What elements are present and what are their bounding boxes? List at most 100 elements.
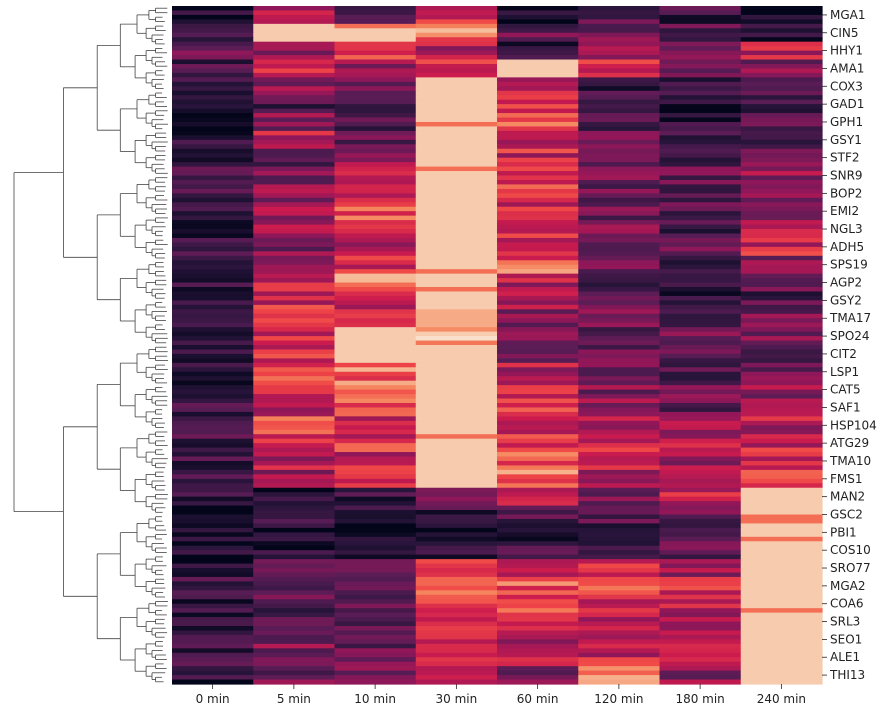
heatmap-cell [415,126,498,132]
heatmap-cell [415,661,498,667]
heatmap-cell [334,202,417,208]
heatmap-cell [415,291,498,297]
row-label: GAD1 [830,97,864,111]
heatmap-cell [415,50,498,56]
heatmap-cell [578,295,661,301]
heatmap-cell [740,679,823,685]
heatmap-cell [497,385,579,391]
heatmap-cell [497,599,579,605]
heatmap-cell [172,621,254,627]
heatmap-cell [659,617,742,623]
heatmap-cell [334,362,417,368]
heatmap-cell [497,313,579,319]
heatmap-cell [172,6,254,12]
heatmap-cell [740,224,823,230]
heatmap-cell [415,675,498,681]
row-label: LSP1 [830,365,859,379]
heatmap-cell [253,193,336,199]
heatmap-cell [415,385,498,391]
heatmap-cell [253,291,336,297]
heatmap-cell [334,255,417,261]
heatmap-cell [253,86,336,92]
heatmap-cell [253,171,336,177]
heatmap-cell [415,345,498,351]
row-label: CAT5 [830,383,861,397]
heatmap-cell [578,402,661,409]
heatmap-cell [740,318,823,324]
heatmap-cell [740,95,823,101]
heatmap-cell [578,233,661,239]
heatmap-cell [253,99,336,105]
heatmap-cell [253,550,336,556]
heatmap-cell [740,585,823,591]
heatmap-cell [172,429,254,435]
heatmap-cell [172,550,254,556]
heatmap-cell [740,215,823,221]
heatmap-cell [415,487,498,493]
heatmap-cell [415,224,498,230]
heatmap-cell [659,639,742,645]
heatmap-cell [415,532,498,538]
heatmap-cell [659,188,742,194]
heatmap-cell [415,108,498,114]
heatmap-cell [740,532,823,538]
heatmap-cell [172,648,254,654]
heatmap-cell [334,162,417,168]
heatmap-cell [334,309,417,315]
heatmap-cell [253,202,336,208]
heatmap-cell [659,425,742,431]
heatmap-cell [497,14,579,20]
heatmap-cell [415,68,498,74]
heatmap-cell [497,492,579,498]
heatmap-cell [497,612,579,618]
heatmap-cell [172,37,254,43]
heatmap-cell [415,95,498,101]
heatmap-cell [740,518,823,525]
heatmap-cell [659,130,742,136]
heatmap-cell [334,331,417,337]
heatmap-cell [334,349,417,355]
heatmap-cell [415,99,498,105]
heatmap-cell [497,121,579,128]
heatmap-cell [578,474,661,480]
heatmap-cell [334,581,417,587]
heatmap-cell [740,594,823,600]
heatmap-cell [497,434,579,440]
heatmap-cell [659,447,742,453]
heatmap-cell [497,469,579,475]
heatmap-cell [253,233,336,239]
heatmap-cell [415,559,498,565]
heatmap-cell [659,273,742,279]
heatmap-cell [415,617,498,623]
heatmap-cell [740,340,823,346]
heatmap-cell [415,86,498,92]
heatmap-cell [334,474,417,480]
heatmap-cell [334,50,417,56]
heatmap-cell [497,518,579,525]
row-label: CIT2 [830,347,857,361]
heatmap-cell [172,487,254,493]
heatmap-cell [334,563,417,569]
heatmap-cell [659,550,742,556]
heatmap-cell [578,576,661,583]
heatmap-cell [334,429,417,435]
heatmap-cell [740,478,823,484]
heatmap-cell [659,242,742,248]
heatmap-cell [253,353,336,359]
heatmap-cell [740,251,823,257]
heatmap-cell [334,126,417,132]
heatmap-cell [253,264,336,270]
heatmap-cell [334,496,417,502]
heatmap-cell [497,166,579,172]
heatmap-cell [497,670,579,676]
row-label: PBI1 [830,525,857,539]
heatmap-cell [172,443,254,449]
heatmap-cell [659,487,742,493]
heatmap-cell [497,32,579,38]
heatmap-cell [740,634,823,640]
heatmap-cell [497,554,579,560]
heatmap-cell [659,518,742,525]
heatmap-cell [172,153,254,159]
heatmap-cell [415,10,498,16]
heatmap-cell [659,443,742,449]
